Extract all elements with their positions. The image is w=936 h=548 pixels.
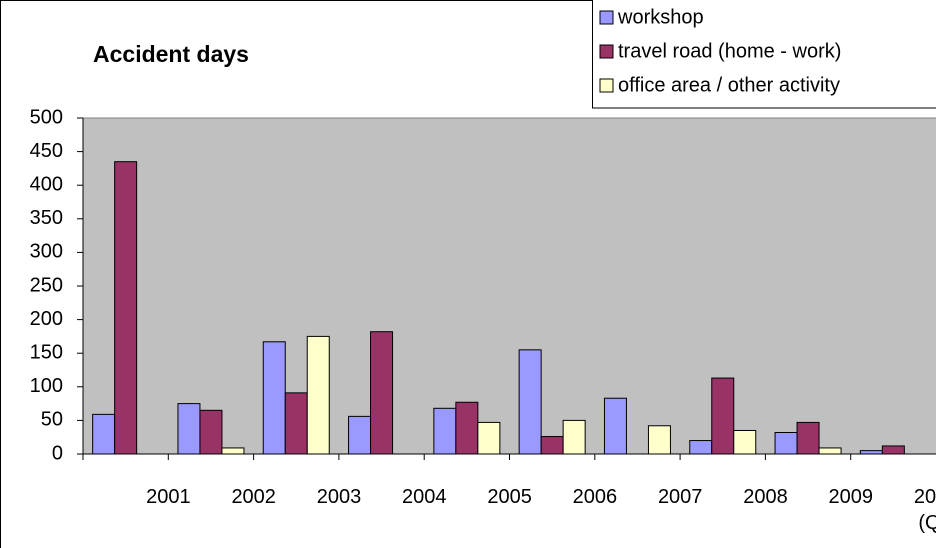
bar <box>177 403 201 455</box>
x-tick-label: 2002 <box>231 486 276 508</box>
bar <box>818 447 842 455</box>
y-tick-label: 0 <box>52 442 63 464</box>
bar <box>689 440 713 455</box>
bar <box>114 161 138 455</box>
legend-swatch <box>599 78 614 93</box>
y-tick-label: 150 <box>30 341 63 363</box>
bar <box>477 421 501 455</box>
bar <box>306 335 330 455</box>
bar <box>284 392 308 455</box>
bar <box>370 331 394 455</box>
plot-area <box>82 117 936 455</box>
y-tick-label: 250 <box>30 274 63 296</box>
bar <box>562 419 586 455</box>
bar <box>733 429 757 455</box>
x-tick-label: 2005 <box>487 486 532 508</box>
y-tick-label: 450 <box>30 140 63 162</box>
bar <box>92 413 116 455</box>
bar <box>540 436 564 455</box>
x-tick-label: 2006 <box>572 486 618 508</box>
bar <box>348 415 372 455</box>
legend-swatch <box>599 44 614 59</box>
bar <box>881 445 905 455</box>
bar <box>603 397 627 455</box>
bar <box>518 349 542 455</box>
legend-label: travel road (home - work) <box>618 40 841 62</box>
bar <box>859 450 883 455</box>
bar <box>774 431 798 455</box>
legend-label: office area / other activity <box>618 74 840 96</box>
x-tick-label: 2010 (Q3) <box>913 486 936 534</box>
y-tick-label: 350 <box>30 207 63 229</box>
x-tick-label: 2009 <box>828 486 874 508</box>
x-tick-label: 2007 <box>657 486 703 508</box>
y-tick-label: 300 <box>30 241 63 263</box>
bar <box>433 407 457 455</box>
chart-title: Accident days <box>93 41 249 67</box>
x-tick-label: 2008 <box>743 486 788 508</box>
y-tick-label: 100 <box>30 375 63 397</box>
bar <box>796 421 820 455</box>
y-tick-label: 400 <box>30 173 63 195</box>
legend-box <box>592 0 936 109</box>
x-tick-label: 2001 <box>146 486 191 508</box>
legend-swatch <box>599 10 614 25</box>
bar <box>711 377 735 455</box>
bar <box>221 447 245 455</box>
x-tick-label: 2003 <box>316 486 362 508</box>
y-tick-label: 500 <box>30 106 63 128</box>
bar <box>199 409 223 455</box>
legend-label: workshop <box>617 6 704 28</box>
x-tick-label: 2004 <box>402 486 447 508</box>
bar <box>647 425 671 455</box>
y-tick-label: 200 <box>30 308 63 330</box>
bar <box>262 341 286 455</box>
bar <box>455 401 479 455</box>
y-tick-label: 50 <box>41 409 63 431</box>
